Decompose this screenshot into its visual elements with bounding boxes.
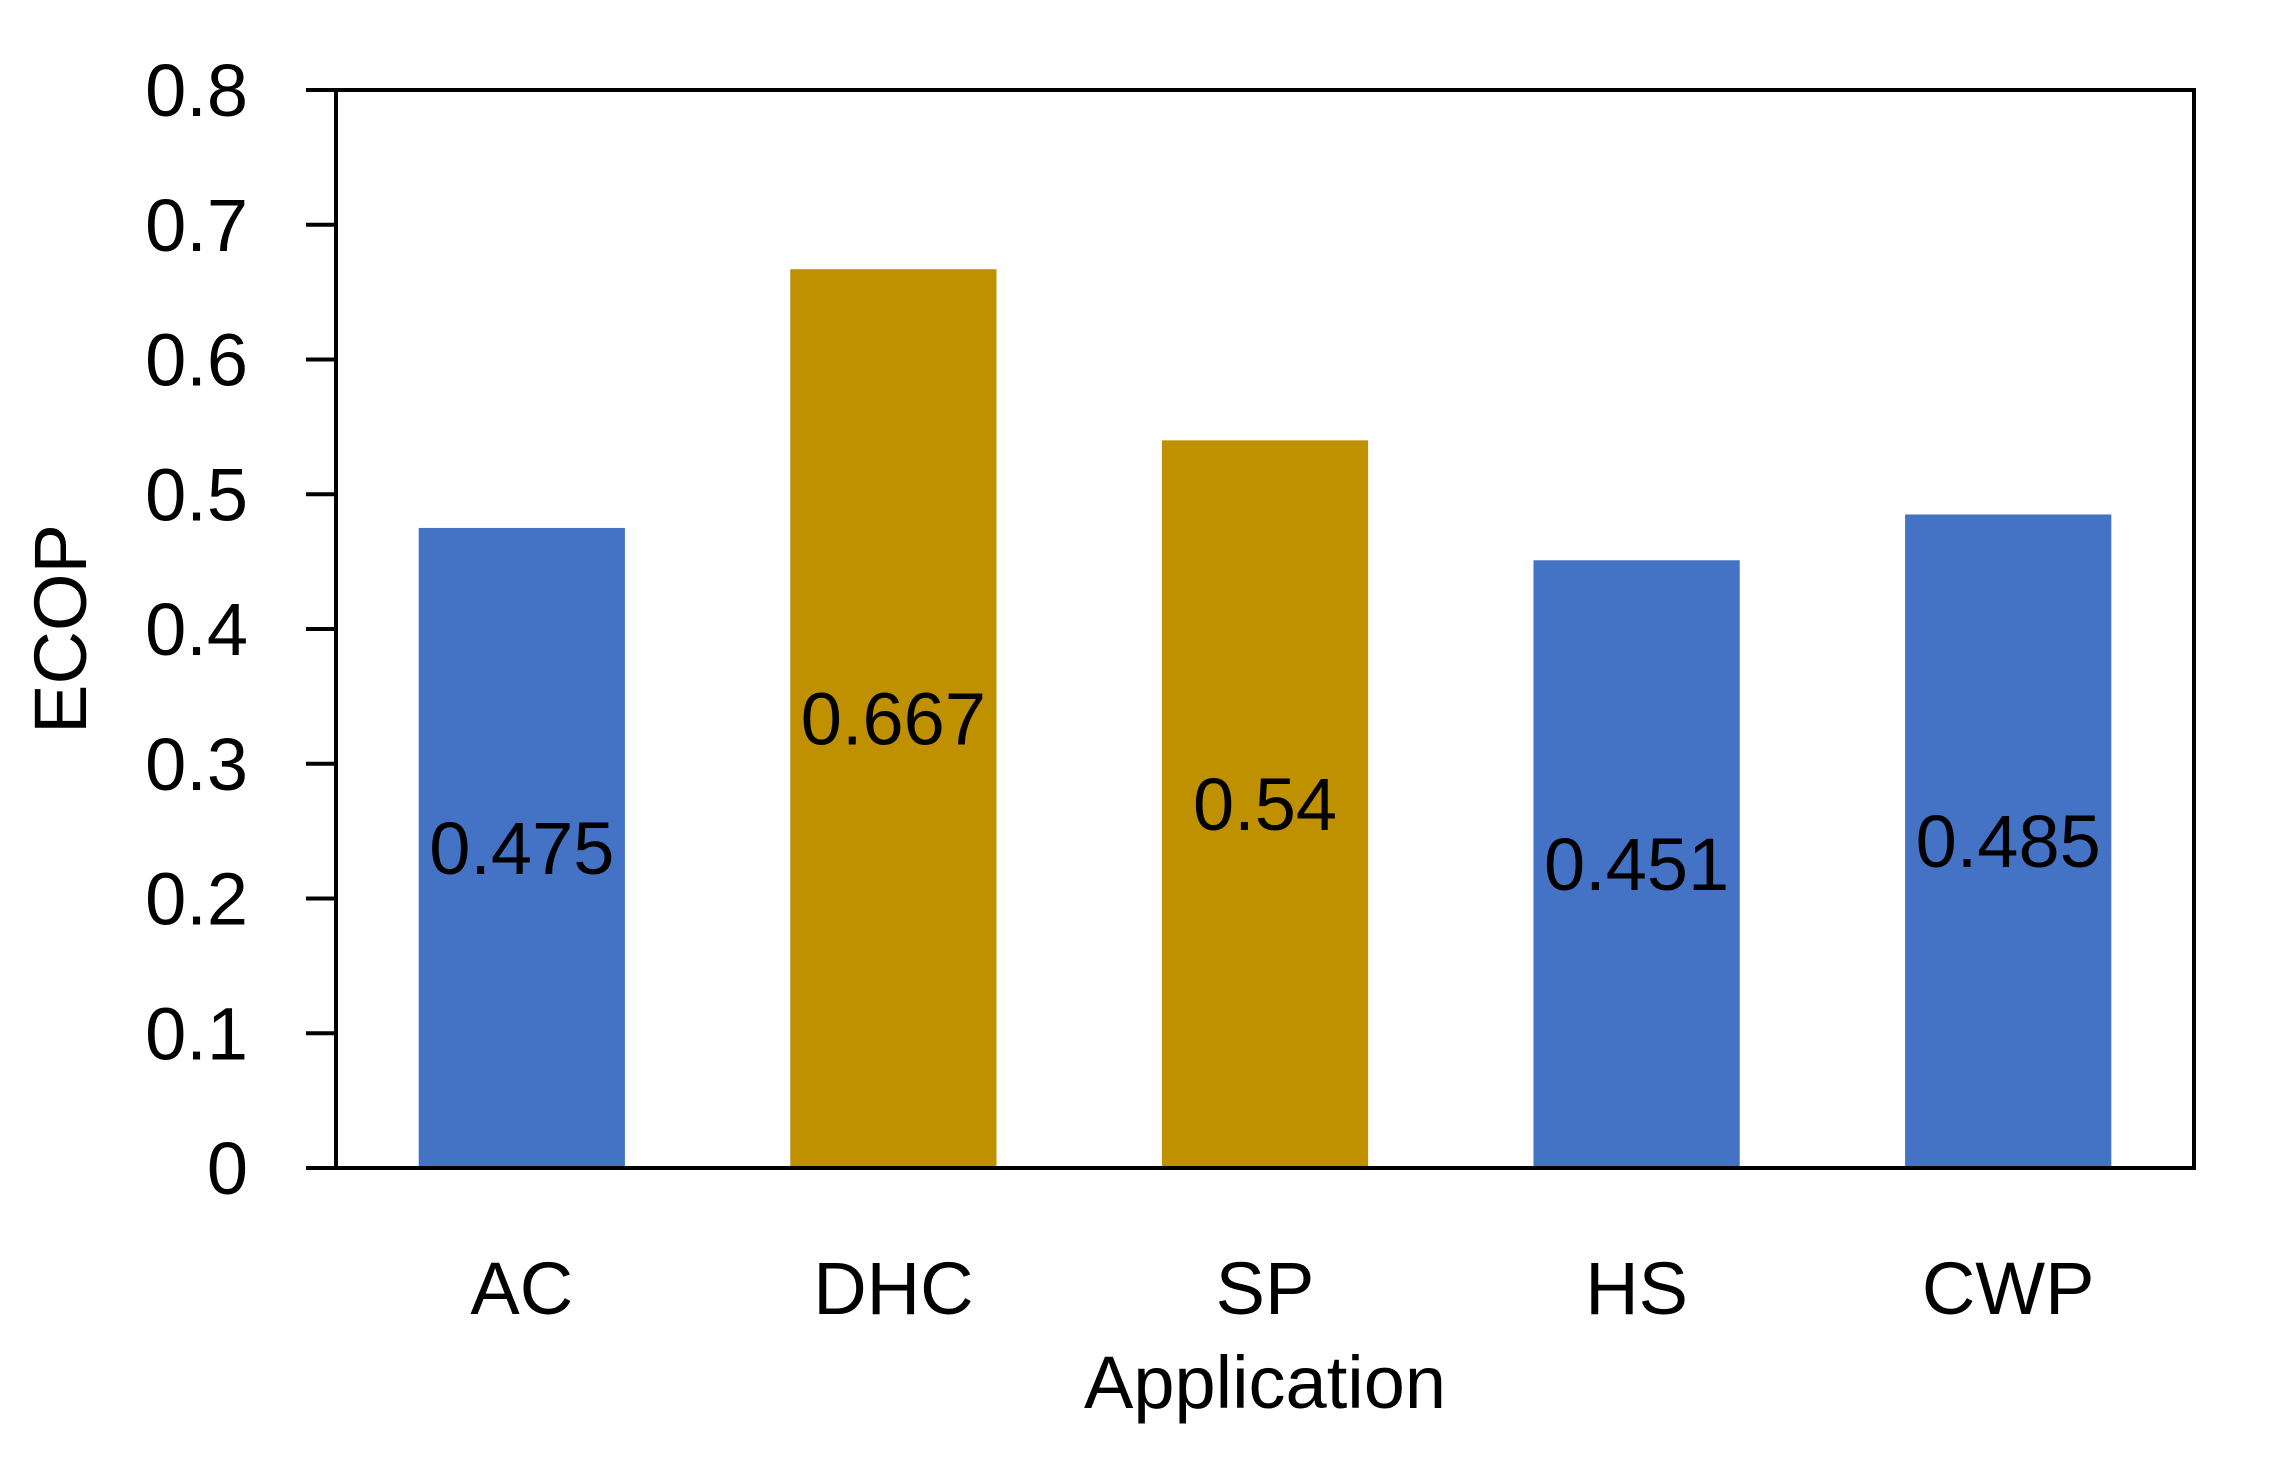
bar-value-label: 0.667 (801, 678, 986, 761)
y-tick-label: 0.1 (145, 992, 248, 1075)
bar-sp (1161, 440, 1369, 1169)
bar-ac (418, 527, 625, 1168)
bar-value-label: 0.54 (1193, 763, 1337, 846)
data-labels-group: 0.475 0.667 0.54 0.451 0.485 (429, 678, 2101, 907)
plot-frame (334, 88, 2196, 1170)
bar-value-label: 0.475 (429, 807, 614, 890)
x-category-label: DHC (813, 1247, 973, 1330)
bar-cwp (1905, 514, 2112, 1168)
bar-value-label: 0.451 (1544, 823, 1729, 906)
x-category-label: CWP (1922, 1247, 2095, 1330)
y-axis-title: ECOP (19, 524, 102, 734)
y-ticks-group: 0 0.1 0.2 0.3 0.4 0.5 0.6 0.7 0.8 (145, 49, 336, 1210)
y-tick-label: 0.2 (145, 858, 248, 941)
bars-group (418, 269, 2112, 1169)
bar-value-label: 0.485 (1916, 800, 2101, 883)
y-tick-label: 0.3 (145, 723, 248, 806)
y-tick-label: 0.4 (145, 588, 248, 671)
y-tick-label: 0.5 (145, 453, 248, 536)
x-category-label: HS (1585, 1247, 1688, 1330)
x-category-label: AC (470, 1247, 573, 1330)
x-categories-group: AC DHC SP HS CWP (470, 1247, 2094, 1330)
y-tick-label: 0.7 (145, 184, 248, 267)
bar-dhc (790, 269, 997, 1168)
y-tick-label: 0.6 (145, 319, 248, 402)
x-category-label: SP (1216, 1247, 1315, 1330)
bar-hs (1533, 560, 1740, 1168)
x-axis-title: Application (1084, 1341, 1446, 1424)
y-tick-label: 0.8 (145, 49, 248, 132)
y-tick-label: 0 (207, 1127, 248, 1210)
